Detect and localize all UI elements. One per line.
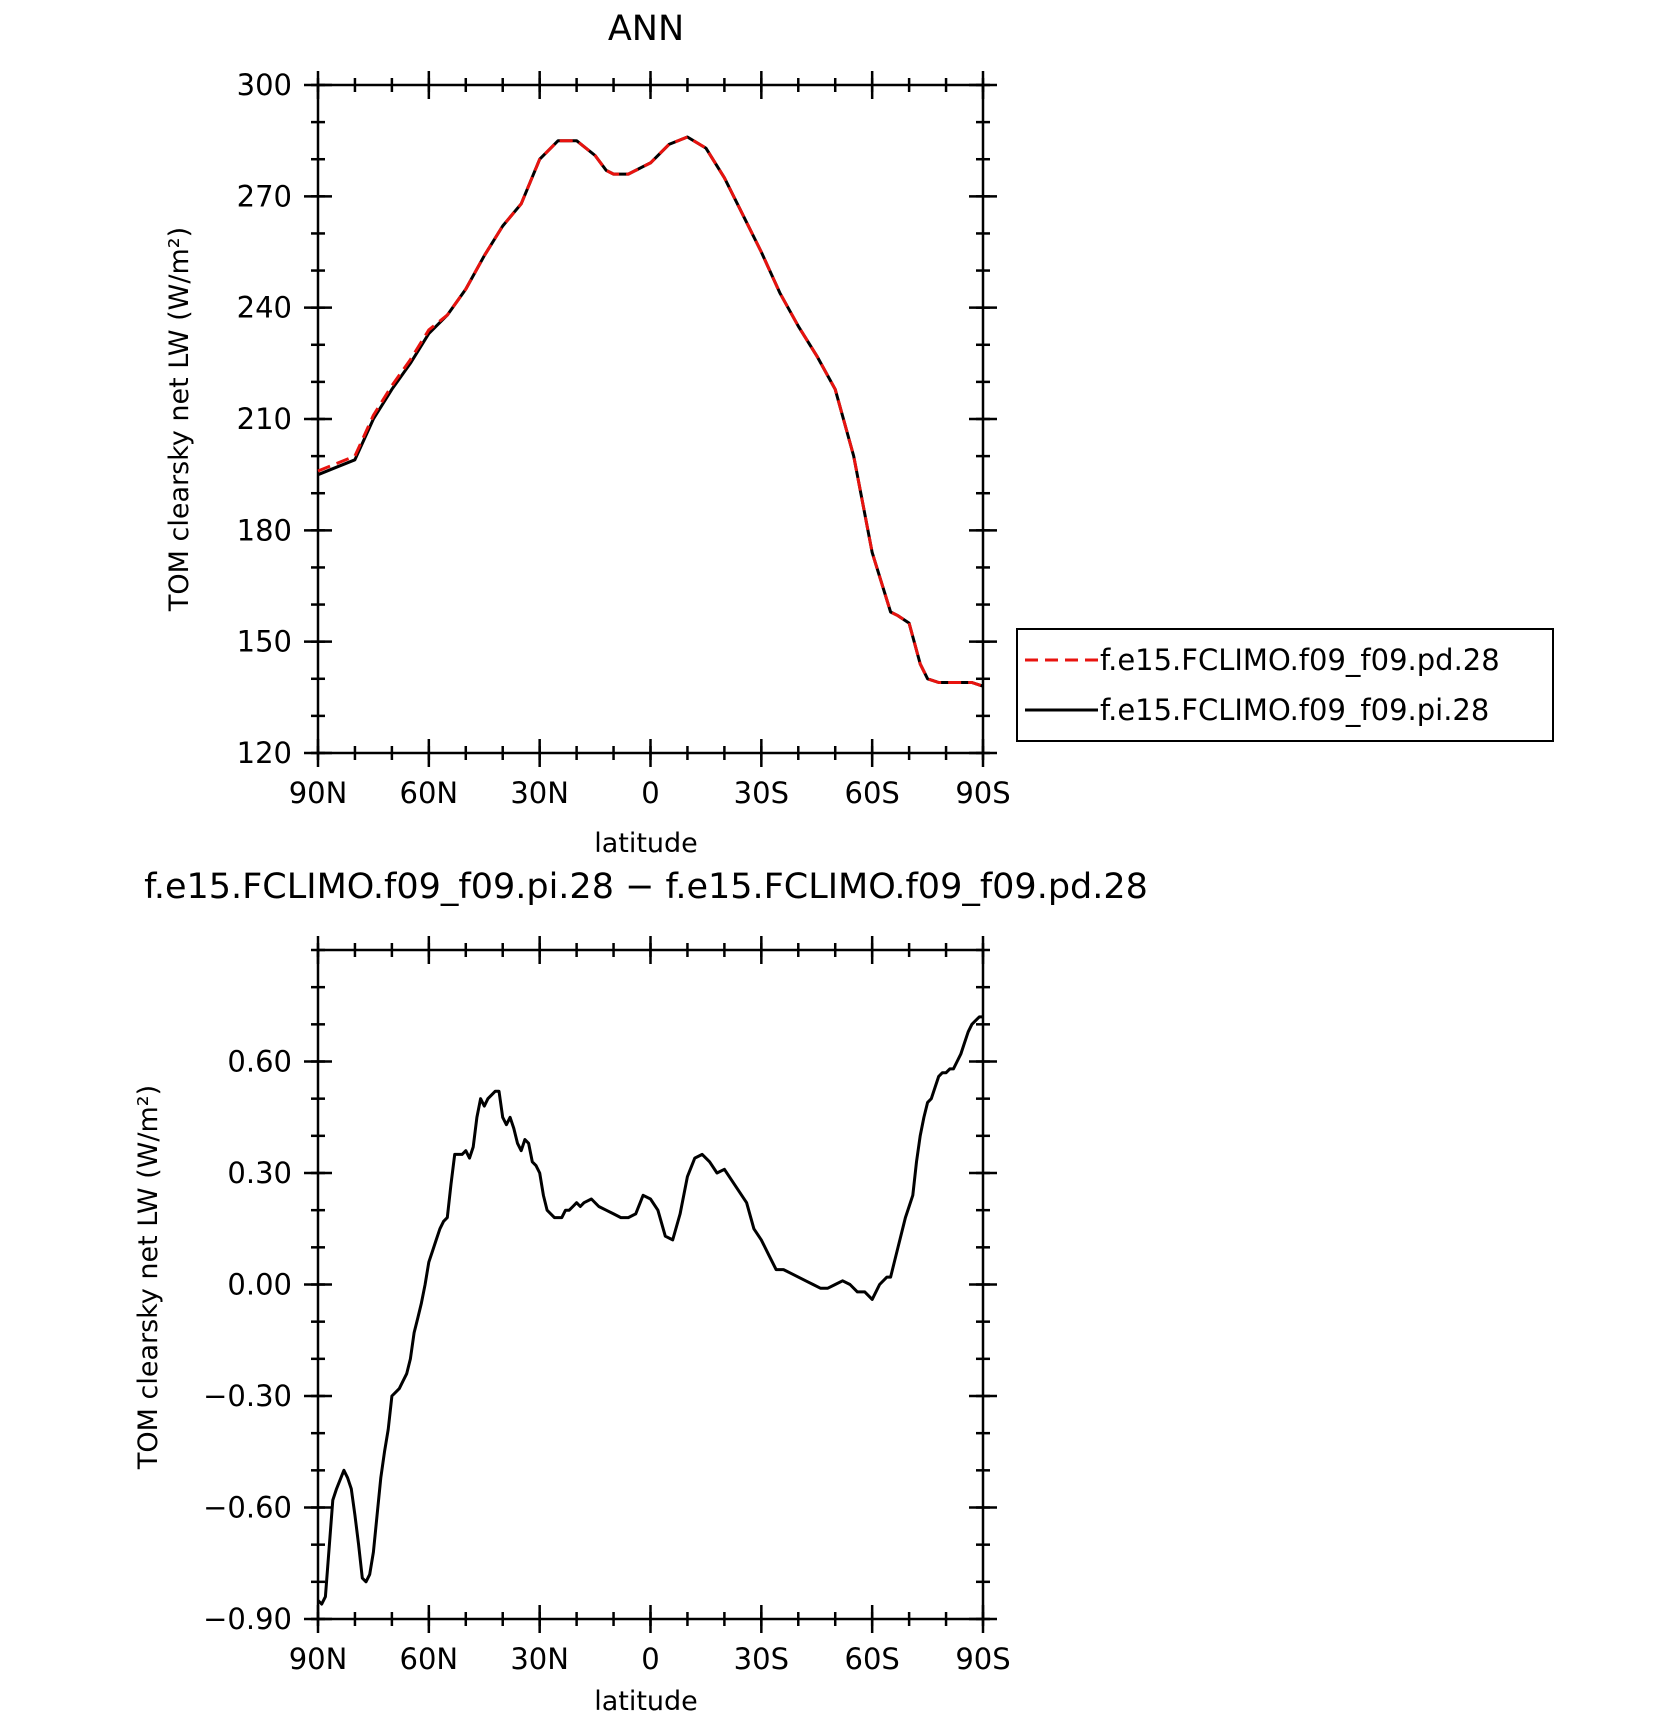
y-tick-label: 180 — [237, 513, 292, 547]
x-tick-label: 60S — [845, 1642, 900, 1676]
x-tick-label: 30N — [510, 1642, 569, 1676]
plot-area — [304, 71, 997, 767]
x-tick-label: 60N — [400, 1642, 459, 1676]
y-tick-label: 240 — [237, 291, 292, 325]
x-tick-label: 90S — [955, 1642, 1010, 1676]
x-tick-label: 90S — [955, 776, 1010, 810]
tick-labels: 120 150 180 210 240 270 300 90N 60N 30N 0 30S 60S 90S — [237, 68, 1011, 810]
series-line — [316, 1015, 983, 1606]
y-axis-title: TOM clearsky net LW (W/m²) — [133, 1085, 164, 1470]
series-group — [316, 1015, 983, 1606]
top-panel: ANN TOM clearsky net LW (W/m²) latitude … — [164, 9, 1011, 859]
series-line — [317, 135, 984, 688]
y-tick-label: 0.60 — [227, 1045, 292, 1079]
y-axis-title: TOM clearsky net LW (W/m²) — [164, 227, 195, 612]
x-tick-label: 30S — [734, 776, 789, 810]
panel-title: ANN — [608, 9, 684, 49]
plot-area — [304, 936, 997, 1633]
x-tick-label: 90N — [289, 1642, 348, 1676]
x-axis-title: latitude — [594, 828, 698, 859]
y-tick-label: 120 — [237, 736, 292, 770]
y-tick-label: 150 — [237, 625, 292, 659]
y-tick-label: 0.30 — [227, 1156, 292, 1190]
panel-title: f.e15.FCLIMO.f09_f09.pi.28 − f.e15.FCLIM… — [144, 867, 1148, 907]
x-tick-label: 90N — [289, 776, 348, 810]
series-group — [317, 135, 984, 688]
series-line — [317, 135, 984, 688]
x-tick-label: 30S — [734, 1642, 789, 1676]
x-tick-label: 0 — [641, 1642, 659, 1676]
x-tick-label: 0 — [641, 776, 659, 810]
x-tick-label: 60S — [845, 776, 900, 810]
y-tick-label: 0.00 — [227, 1268, 292, 1302]
y-tick-label: −0.30 — [203, 1379, 292, 1413]
x-tick-label: 60N — [400, 776, 459, 810]
bottom-panel: f.e15.FCLIMO.f09_f09.pi.28 − f.e15.FCLIM… — [133, 867, 1148, 1717]
legend-box — [1016, 628, 1554, 742]
plot-frame — [316, 948, 985, 1621]
legend-label-pd: f.e15.FCLIMO.f09_f09.pd.28 — [1100, 643, 1500, 677]
y-tick-label: −0.90 — [203, 1602, 292, 1636]
legend: f.e15.FCLIMO.f09_f09.pd.28 f.e15.FCLIMO.… — [1016, 628, 1554, 742]
x-tick-label: 30N — [510, 776, 569, 810]
legend-label-pi: f.e15.FCLIMO.f09_f09.pi.28 — [1100, 693, 1489, 727]
y-tick-label: −0.60 — [203, 1491, 292, 1525]
y-tick-label: 210 — [237, 402, 292, 436]
y-tick-label: 270 — [237, 179, 292, 213]
tick-labels: −0.90 −0.60 −0.30 0.00 0.30 0.60 90N 60N 30N 0 30S… — [203, 1045, 1011, 1677]
x-axis-title: latitude — [594, 1686, 698, 1717]
plot-frame — [316, 83, 985, 755]
y-tick-label: 300 — [237, 68, 292, 102]
